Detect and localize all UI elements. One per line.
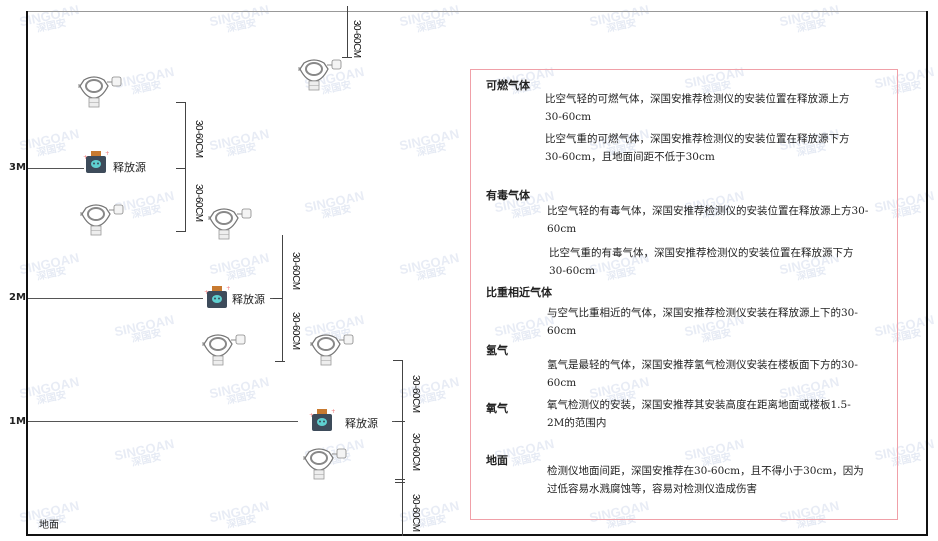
section-title: 比重相近气体 <box>486 286 552 299</box>
dimension-line <box>402 360 403 536</box>
section-text: 氢气是最轻的气体，深国安推荐氢气检测仪安装在楼板面下方的30-60cm <box>547 359 858 389</box>
watermark-logo: SINGOAN 深国安 <box>397 1 461 35</box>
level-line-3m <box>28 168 84 169</box>
section-text: 与空气比重相近的气体，深国安推荐检测仪安装在释放源上下的30-60cm <box>547 307 858 337</box>
section-title: 地面 <box>486 454 508 467</box>
watermark-logo: SINGOAN 深国安 <box>777 1 841 35</box>
svg-text:+: + <box>226 285 230 292</box>
dimension-line <box>185 102 186 232</box>
gas-detector-icon <box>303 446 347 480</box>
dimension-tick <box>176 231 186 232</box>
dimension-label: 30-60CM <box>193 184 204 222</box>
dimension-tick <box>342 57 352 58</box>
gas-detector-icon <box>80 202 124 236</box>
dimension-label: 30-60CM <box>290 252 301 290</box>
dimension-line <box>347 6 348 58</box>
svg-text:+: + <box>105 150 109 157</box>
gas-detector-icon <box>208 206 252 240</box>
dimension-tick <box>275 361 285 362</box>
section-text: 比空气轻的有毒气体，深国安推荐检测仪的安装位置在释放源上方30-60cm <box>547 205 869 235</box>
section-text: 比空气轻的可燃气体，深国安推荐检测仪的安装位置在释放源上方30-60cm <box>545 93 850 123</box>
dimension-tick <box>176 168 186 169</box>
section-text: 氧气检测仪的安装，深国安推荐其安装高度在距离地面或楼板1.5-2M的范围内 <box>547 399 851 429</box>
dimension-tick <box>395 479 405 480</box>
level-label-3m: 3M <box>9 162 26 173</box>
source-label: 释放源 <box>345 417 378 430</box>
release-source-icon: + + <box>204 285 231 309</box>
dimension-tick <box>393 360 403 361</box>
section-text: 比空气重的可燃气体，深国安推荐检测仪的安装位置在释放源下方30-60cm，且地面… <box>545 133 850 163</box>
watermark-logo: SINGOAN 深国安 <box>207 373 271 407</box>
watermark-logo: SINGOAN 深国安 <box>302 187 366 221</box>
svg-text:+: + <box>331 408 335 415</box>
watermark-logo: SINGOAN 深国安 <box>112 435 176 469</box>
gas-detector-icon <box>298 57 342 91</box>
release-source-icon: + + <box>309 408 336 432</box>
watermark-logo: SINGOAN 深国安 <box>207 125 271 159</box>
dimension-label: 30-60CM <box>290 312 301 350</box>
level-line-1m <box>28 421 298 422</box>
gas-detector-icon <box>78 74 122 108</box>
dimension-tick <box>395 482 405 483</box>
dimension-label: 30-60CM <box>351 20 362 58</box>
frame-right <box>926 11 928 536</box>
ground-line <box>27 534 927 536</box>
dimension-tick <box>273 298 283 299</box>
watermark-logo: SINGOAN 深国安 <box>207 249 271 283</box>
source-label: 释放源 <box>232 293 265 306</box>
svg-text:+: + <box>204 289 209 296</box>
watermark-logo: SINGOAN 深国安 <box>587 1 651 35</box>
watermark-logo: SINGOAN 深国安 <box>207 1 271 35</box>
ground-label: 地面 <box>39 520 59 531</box>
watermark-logo: SINGOAN 深国安 <box>112 63 176 97</box>
watermark-logo: SINGOAN 深国安 <box>397 497 461 531</box>
section-text: 检测仪地面间距，深国安推荐在30-60cm，且不得小于30cm，因为过低容易水溅… <box>547 465 864 495</box>
watermark-logo: SINGOAN 深国安 <box>397 373 461 407</box>
svg-text:+: + <box>83 154 88 161</box>
gas-detector-icon <box>310 332 354 366</box>
section-title: 氧气 <box>486 402 508 415</box>
watermark-logo: SINGOAN 深国安 <box>112 311 176 345</box>
section-title: 氢气 <box>486 344 508 357</box>
gas-detector-icon <box>202 332 246 366</box>
watermark-logo: SINGOAN 深国安 <box>397 125 461 159</box>
watermark-logo: SINGOAN 深国安 <box>397 249 461 283</box>
release-source-icon: + + <box>83 150 110 174</box>
dimension-label: 30-60CM <box>193 120 204 158</box>
installation-guidelines-box: 可燃气体 比空气轻的可燃气体，深国安推荐检测仪的安装位置在释放源上方30-60c… <box>470 69 898 520</box>
section-title: 有毒气体 <box>486 189 530 202</box>
dimension-label: 30-60CM <box>410 494 421 532</box>
source-label: 释放源 <box>113 161 146 174</box>
dimension-label: 30-60CM <box>410 375 421 413</box>
dimension-tick <box>176 102 186 103</box>
section-text: 比空气重的有毒气体，深国安推荐检测仪的安装位置在释放源下方30-60cm <box>549 247 854 277</box>
frame-left <box>26 11 28 536</box>
frame-top <box>27 11 927 12</box>
level-label-2m: 2M <box>9 292 26 303</box>
watermark-logo: SINGOAN 深国安 <box>207 497 271 531</box>
level-label-1m: 1M <box>9 416 26 427</box>
svg-text:+: + <box>309 412 314 419</box>
dimension-label: 30-60CM <box>410 433 421 471</box>
section-title: 可燃气体 <box>486 79 530 92</box>
dimension-tick <box>395 421 405 422</box>
level-line-2m <box>28 298 203 299</box>
